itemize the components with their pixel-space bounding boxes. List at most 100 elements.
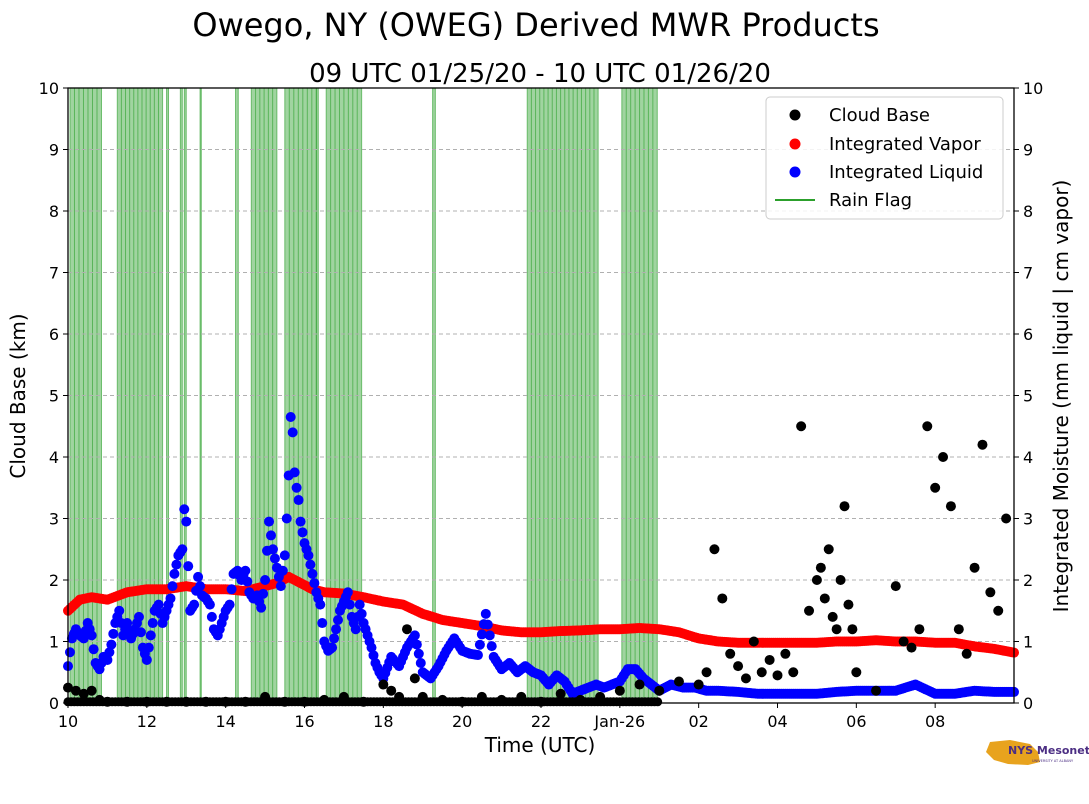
liquid-point xyxy=(267,544,278,555)
liquid-point xyxy=(171,559,182,570)
liquid-point xyxy=(147,618,158,629)
liquid-point xyxy=(224,599,235,610)
cloud-base-point xyxy=(953,624,964,635)
liquid-point xyxy=(476,629,487,640)
y-tick-label: 2 xyxy=(49,571,59,590)
liquid-point xyxy=(315,599,326,610)
liquid-point xyxy=(177,544,188,555)
y2-axis-ticks: 0 1 2 3 4 5 6 7 8 9 10 xyxy=(1014,79,1043,713)
liquid-point xyxy=(331,624,342,635)
liquid-point xyxy=(167,581,178,592)
liquid-point xyxy=(256,602,267,613)
cloud-base-point xyxy=(930,482,941,493)
liquid-point xyxy=(114,605,125,616)
liquid-point xyxy=(287,427,298,438)
cloud-base-point xyxy=(898,636,909,647)
logo-subtext: UNIVERSITY AT ALBANY xyxy=(1032,759,1074,763)
cloud-base-point xyxy=(693,679,704,690)
liquid-point xyxy=(183,561,194,572)
x-tick-label: 22 xyxy=(531,712,551,731)
liquid-point xyxy=(135,627,146,638)
rain-flag-band-4 xyxy=(184,88,187,703)
cloud-base-point xyxy=(961,648,972,659)
liquid-point xyxy=(206,611,217,622)
liquid-point xyxy=(474,639,485,650)
liquid-point xyxy=(108,628,119,639)
liquid-point xyxy=(281,513,292,524)
cloud-base-point xyxy=(717,593,728,604)
liquid-point xyxy=(303,550,314,561)
liquid-point xyxy=(189,599,200,610)
cloud-base-point xyxy=(847,624,858,635)
liquid-point xyxy=(275,581,286,592)
cloud-base-point xyxy=(378,679,389,690)
y2-axis-label: Integrated Moisture (mm liquid | cm vapo… xyxy=(1049,180,1073,613)
cloud-base-point xyxy=(772,670,783,681)
legend-label-cloud-base: Cloud Base xyxy=(829,105,930,126)
y2-tick-label: 9 xyxy=(1023,141,1033,160)
liquid-point xyxy=(88,644,99,655)
liquid-point xyxy=(78,633,89,644)
y2-tick-label: 7 xyxy=(1023,264,1033,283)
legend-marker-integrated-vapor xyxy=(789,138,801,150)
cloud-base-point xyxy=(811,575,822,585)
liquid-point xyxy=(368,650,379,661)
liquid-point xyxy=(289,467,300,478)
liquid-point xyxy=(295,516,306,527)
cloud-base-point xyxy=(906,642,917,653)
cloud-base-point xyxy=(70,685,81,696)
cloud-base-point xyxy=(827,611,838,622)
cloud-base-point xyxy=(815,562,826,573)
liquid-point xyxy=(305,559,316,570)
x-tick-label: 16 xyxy=(294,712,314,731)
liquid-point xyxy=(169,568,180,579)
mesonet-logo: NYS Mesonet UNIVERSITY AT ALBANY xyxy=(986,740,1089,765)
cloud-base-point xyxy=(733,661,744,672)
liquid-point xyxy=(409,630,420,641)
liquid-point xyxy=(258,588,269,599)
liquid-point xyxy=(153,599,164,610)
logo-state-shape xyxy=(986,740,1040,765)
liquid-point xyxy=(366,642,377,653)
cloud-base-point xyxy=(922,421,933,432)
cloud-base-point xyxy=(748,636,759,647)
liquid-point xyxy=(484,630,495,641)
liquid-point xyxy=(411,639,422,650)
x-tick-label: 02 xyxy=(688,712,708,731)
liquid-point xyxy=(181,516,192,527)
liquid-point xyxy=(145,630,156,641)
rain-flag-band-9 xyxy=(316,88,319,703)
y-tick-label: 1 xyxy=(49,633,59,652)
liquid-point xyxy=(285,412,296,423)
cloud-base-point xyxy=(804,605,815,616)
liquid-point xyxy=(260,575,271,585)
legend-box xyxy=(765,96,1004,220)
liquid-point xyxy=(122,618,133,629)
cloud-base-point xyxy=(756,667,767,678)
x-axis-ticks: 10 12 14 16 18 20 22 Jan-26 02 04 06 08 xyxy=(58,703,945,731)
legend-label-integrated-vapor: Integrated Vapor xyxy=(829,134,981,155)
cloud-base-point xyxy=(740,673,751,684)
cloud-base-point xyxy=(851,667,862,678)
legend-marker-integrated-liquid xyxy=(789,166,801,178)
x-tick-label: 14 xyxy=(215,712,235,731)
liquid-point xyxy=(86,630,97,641)
cloud-base-point xyxy=(1001,513,1012,524)
cloud-base-point xyxy=(796,421,807,432)
liquid-point xyxy=(277,565,288,576)
liquid-point xyxy=(240,565,251,576)
liquid-point xyxy=(133,611,144,622)
liquid-point xyxy=(482,619,493,630)
cloud-base-point xyxy=(985,587,996,598)
cloud-base-point xyxy=(835,575,846,585)
x-tick-label: 08 xyxy=(925,712,945,731)
liquid-point xyxy=(354,599,365,610)
legend-marker-cloud-base xyxy=(789,109,801,121)
cloud-base-point xyxy=(386,685,397,696)
liquid-point xyxy=(279,550,290,561)
y2-tick-label: 6 xyxy=(1023,325,1033,344)
cloud-base-point xyxy=(401,624,412,635)
liquid-point xyxy=(480,608,491,619)
cloud-base-point xyxy=(701,667,712,678)
cloud-base-point xyxy=(614,685,625,696)
